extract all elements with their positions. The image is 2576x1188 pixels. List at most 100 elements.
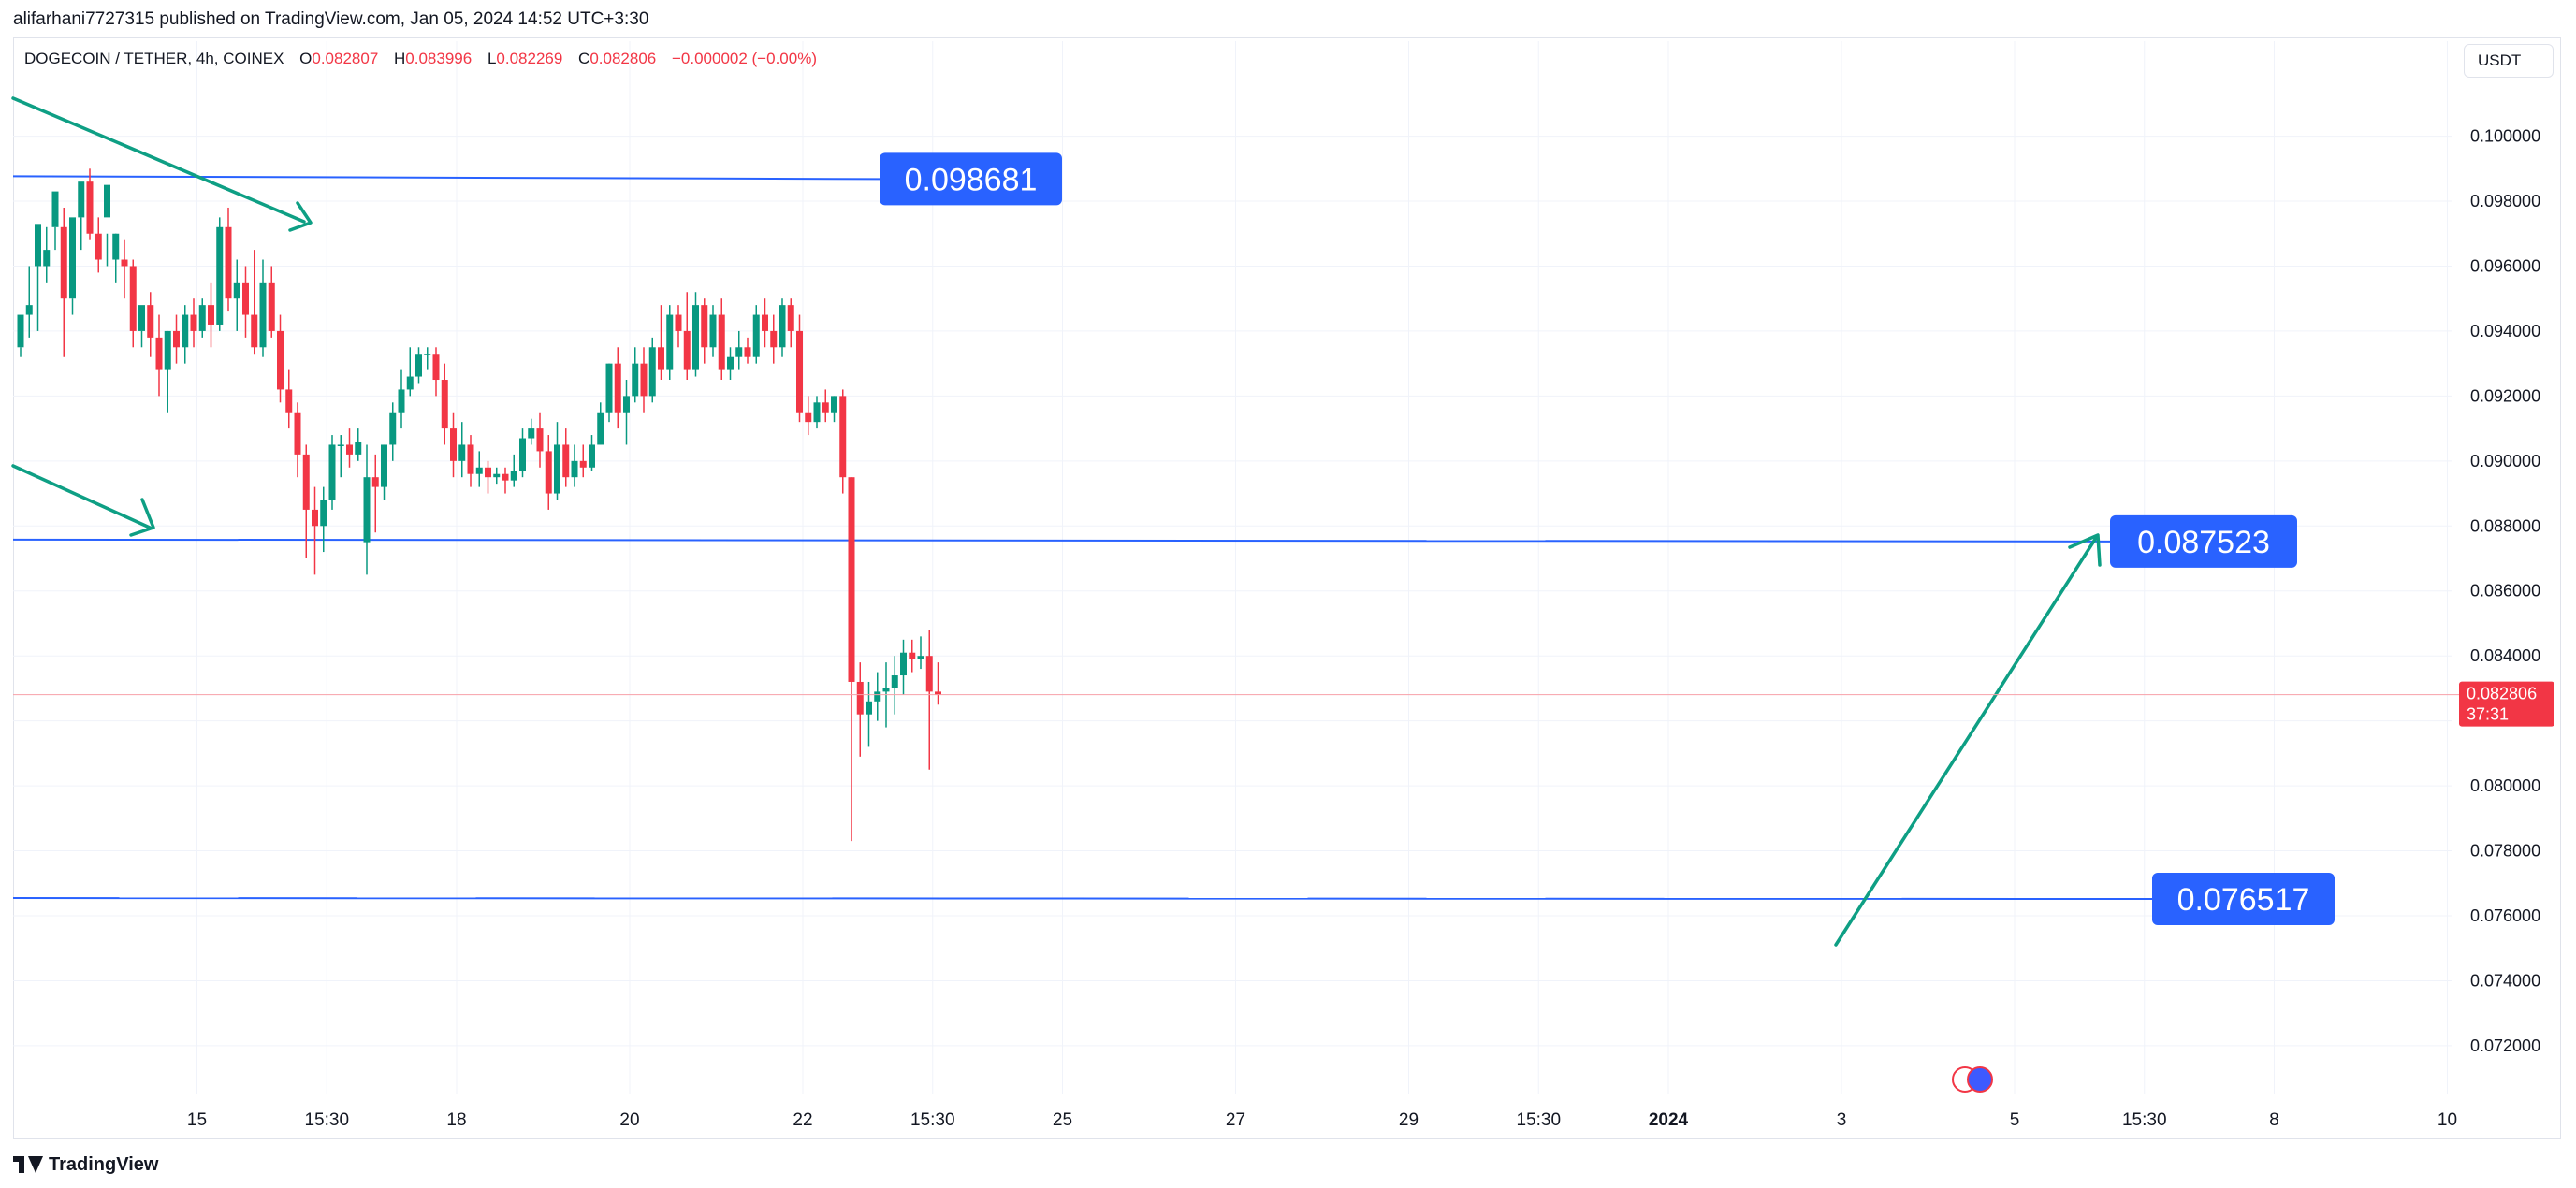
- candle-body: [441, 380, 448, 429]
- candle-body: [813, 402, 821, 423]
- trend-arrow-line[interactable]: [1834, 536, 2098, 947]
- candle-body: [216, 226, 224, 325]
- candle-body: [571, 460, 578, 478]
- candle-body: [302, 454, 310, 510]
- x-tick-label: 20: [619, 1110, 639, 1130]
- tradingview-logo-icon[interactable]: [13, 1156, 43, 1173]
- candle-body: [623, 396, 630, 413]
- level-label: 0.098681: [905, 162, 1038, 197]
- candle-body: [51, 191, 59, 227]
- candle-body: [43, 250, 51, 267]
- candle-body: [805, 412, 812, 423]
- candle-body: [900, 652, 907, 676]
- y-tick-label: 0.100000: [2470, 127, 2540, 146]
- x-tick-label: 15:30: [2122, 1110, 2167, 1130]
- candle-body: [312, 509, 318, 527]
- candle-body: [675, 314, 682, 331]
- trend-arrow-head[interactable]: [129, 498, 155, 537]
- y-tick-label: 0.080000: [2470, 776, 2540, 795]
- last-price-marker: 0.082806 37:31: [13, 681, 2554, 727]
- trend-arrows[interactable]: [11, 96, 2102, 947]
- candle-body: [389, 412, 397, 445]
- candle-body: [78, 181, 85, 218]
- candle-body: [112, 233, 120, 260]
- symbol-name[interactable]: DOGECOIN / TETHER, 4h, COINEX: [24, 50, 284, 67]
- candle-body: [925, 656, 933, 692]
- y-tick-label: 0.088000: [2470, 516, 2540, 535]
- level-label-box[interactable]: [880, 152, 1062, 206]
- y-tick-label: 0.072000: [2470, 1036, 2540, 1055]
- candle-body: [614, 363, 621, 413]
- candle-body: [597, 412, 604, 445]
- close-label: C: [578, 50, 590, 67]
- x-tick-label: 15:30: [1516, 1110, 1561, 1130]
- candle-body: [545, 451, 552, 494]
- events-flag-icon[interactable]: [1952, 1066, 1993, 1093]
- candle-body: [225, 226, 232, 299]
- candle-body: [424, 354, 431, 355]
- brand-name[interactable]: TradingView: [49, 1153, 159, 1175]
- candle-body: [536, 428, 544, 452]
- candle-body: [917, 656, 924, 659]
- candle-body: [294, 412, 301, 455]
- x-tick-label: 15:30: [910, 1110, 955, 1130]
- candle-body: [242, 282, 249, 315]
- high-value: 0.083996: [405, 50, 473, 67]
- last-price-countdown: 37:31: [2467, 705, 2509, 724]
- x-tick-label: 5: [2010, 1110, 2020, 1130]
- level-label-box[interactable]: [2152, 873, 2335, 926]
- chart-frame[interactable]: [13, 37, 2561, 1139]
- close-value: 0.082806: [589, 50, 657, 67]
- candle-body: [268, 282, 275, 331]
- candle-body: [762, 314, 768, 331]
- level-label: 0.076517: [2177, 882, 2310, 918]
- candle-body: [35, 224, 41, 267]
- publish-header: alifarhani7727315 published on TradingVi…: [0, 0, 2576, 41]
- level-line[interactable]: [12, 897, 2153, 901]
- candle-body: [138, 305, 145, 331]
- horizontal-levels[interactable]: 0.098681 0.087523 0.076517: [12, 152, 2335, 926]
- candle-body: [277, 330, 284, 390]
- y-tick-label: 0.074000: [2470, 971, 2540, 990]
- open-label: O: [299, 50, 313, 67]
- candle-body: [909, 652, 916, 659]
- trend-arrow-line[interactable]: [11, 96, 306, 224]
- price-axis[interactable]: 0.100000 0.098000 0.096000 0.094000 0.092000…: [2470, 127, 2540, 1055]
- candle-body: [371, 477, 379, 487]
- candle-body: [935, 691, 941, 695]
- footer: TradingView: [13, 1151, 158, 1179]
- candle-body: [866, 701, 872, 715]
- trend-arrow-line[interactable]: [11, 464, 152, 529]
- candle-body: [848, 477, 855, 682]
- candle-body: [718, 314, 725, 370]
- trend-arrow-head[interactable]: [2068, 533, 2102, 567]
- x-tick-label: 3: [1837, 1110, 1847, 1130]
- candle-body: [17, 314, 24, 348]
- candle-body: [822, 402, 829, 413]
- x-tick-label: 2024: [1649, 1110, 1689, 1130]
- candle-body: [589, 444, 595, 468]
- candle-body: [770, 330, 778, 348]
- currency-button[interactable]: USDT: [2464, 44, 2554, 78]
- trend-arrow-head[interactable]: [288, 201, 313, 232]
- y-tick-label: 0.092000: [2470, 386, 2540, 405]
- candle-body: [164, 330, 171, 370]
- candle-body: [796, 330, 803, 413]
- candle-body: [320, 500, 327, 527]
- x-tick-label: 10: [2438, 1110, 2457, 1130]
- time-axis[interactable]: 15 15:30 18 20 22 15:30 25 27 29 15:30 2024 3 5 15:30…: [187, 1066, 2457, 1130]
- y-tick-label: 0.084000: [2470, 646, 2540, 665]
- candle-body: [363, 477, 371, 543]
- y-tick-label: 0.078000: [2470, 842, 2540, 861]
- candle-body: [744, 347, 751, 357]
- candle-body: [666, 314, 674, 370]
- candle-body: [208, 305, 214, 325]
- publish-info: alifarhani7727315 published on TradingVi…: [13, 9, 649, 29]
- candle-body: [432, 354, 440, 381]
- candle-body: [562, 444, 570, 478]
- level-line[interactable]: [12, 175, 880, 181]
- candle-body: [121, 259, 128, 267]
- level-line[interactable]: [12, 538, 2111, 543]
- level-label-box[interactable]: [2110, 514, 2297, 568]
